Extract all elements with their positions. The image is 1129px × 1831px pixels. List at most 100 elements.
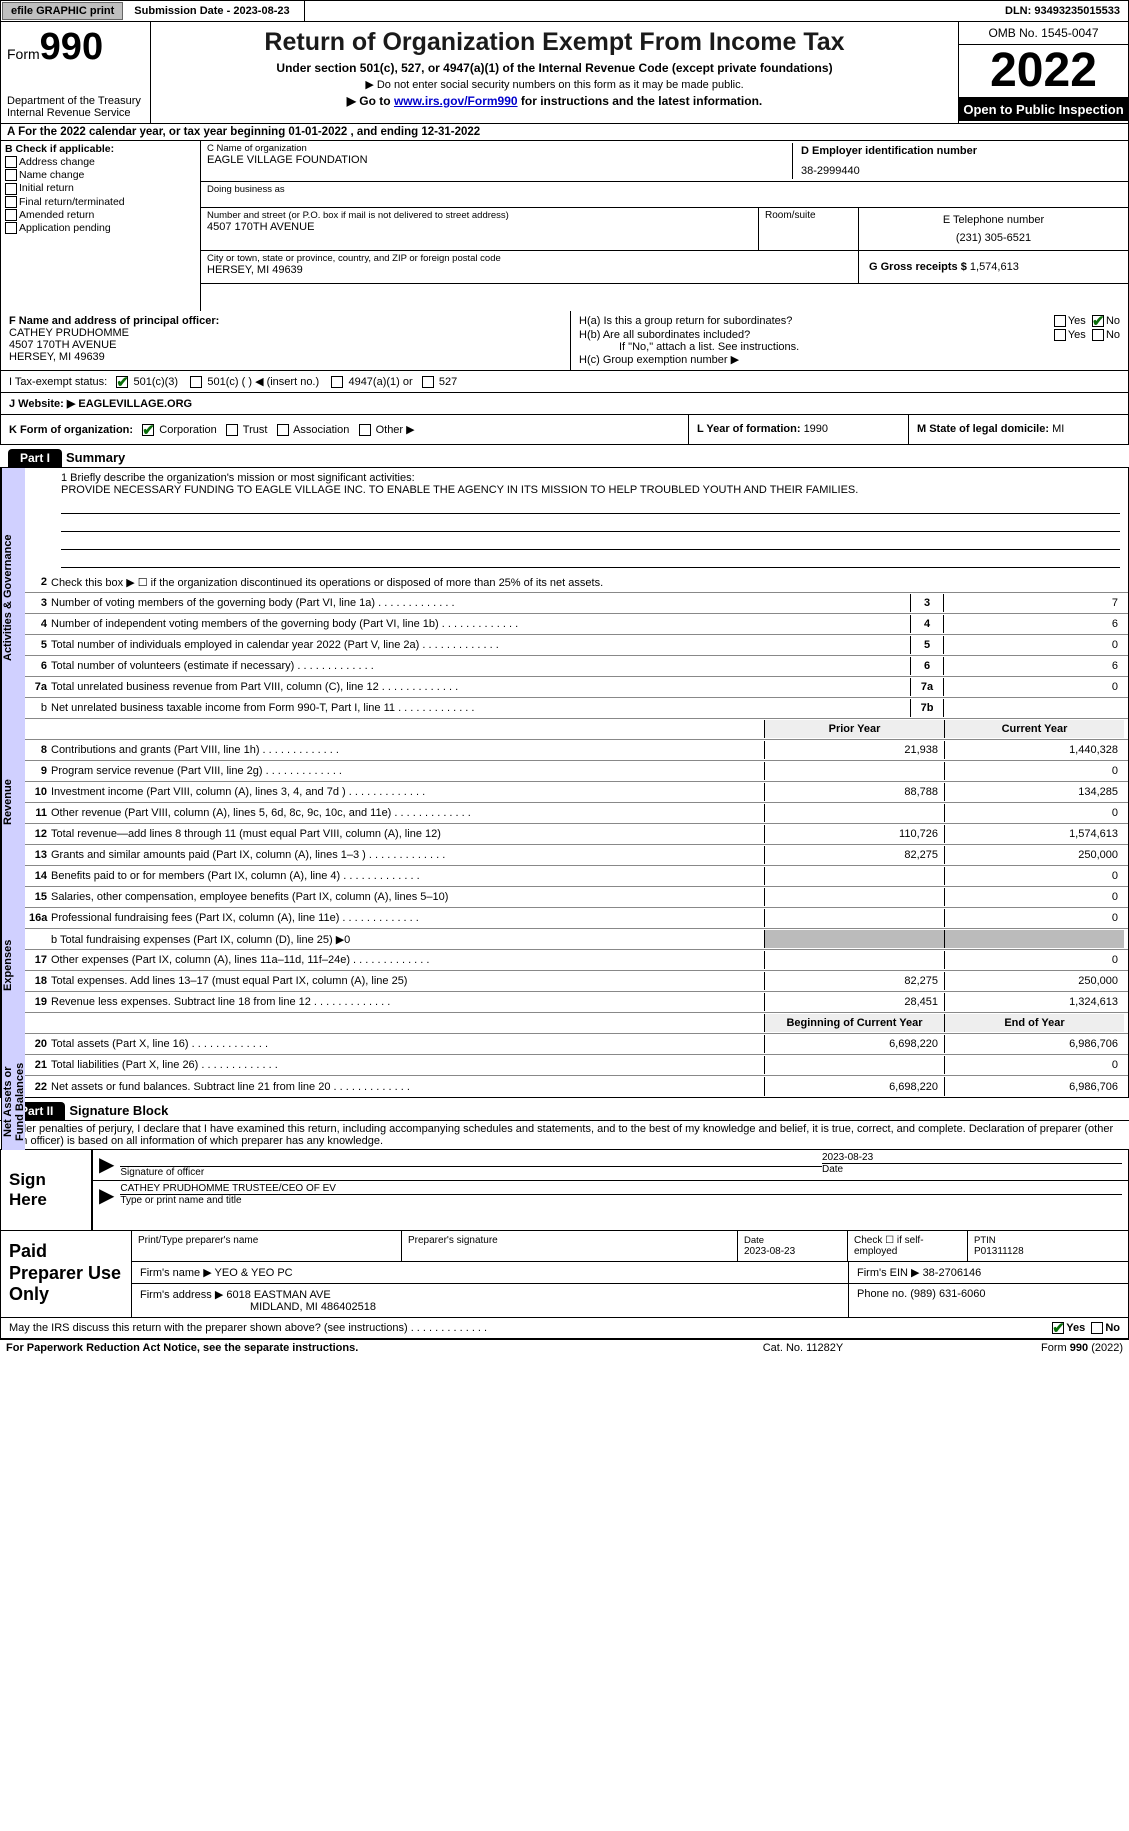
line17-curr: 0 [944, 951, 1124, 969]
part2-title: Signature Block [69, 1103, 168, 1118]
firm-addr2: MIDLAND, MI 486402518 [250, 1301, 376, 1313]
line15-prior [764, 888, 944, 906]
discuss-yes[interactable] [1052, 1322, 1064, 1334]
paperwork-notice: For Paperwork Reduction Act Notice, see … [6, 1342, 703, 1354]
hb-label: H(b) Are all subordinates included? [579, 329, 1054, 341]
firm-phone-label: Phone no. [857, 1288, 910, 1300]
line6-desc: Total number of volunteers (estimate if … [51, 660, 910, 672]
line9-prior [764, 762, 944, 780]
signature-declaration: Under penalties of perjury, I declare th… [0, 1120, 1129, 1149]
year-formation: L Year of formation: 1990 [688, 415, 908, 444]
dba-label: Doing business as [207, 184, 1122, 195]
discuss-no[interactable] [1091, 1322, 1103, 1334]
line19-prior: 28,451 [764, 993, 944, 1011]
sig-date-label: Date [822, 1163, 1122, 1175]
prep-selfemp: Check ☐ if self-employed [848, 1231, 968, 1261]
line6-val: 6 [944, 657, 1124, 675]
line13-curr: 250,000 [944, 846, 1124, 864]
prep-date-label: Date [744, 1235, 764, 1246]
discuss-question: May the IRS discuss this return with the… [9, 1322, 1052, 1334]
hb-yes[interactable] [1054, 329, 1066, 341]
hc-label: H(c) Group exemption number ▶ [579, 353, 1120, 366]
line12-prior: 110,726 [764, 825, 944, 843]
chk-4947[interactable] [331, 376, 343, 388]
chk-final-return[interactable]: Final return/terminated [5, 196, 196, 208]
prior-year-hdr: Prior Year [764, 720, 944, 738]
chk-corp[interactable] [142, 424, 154, 436]
ha-no[interactable] [1092, 315, 1104, 327]
vtab-expenses: Expenses [1, 876, 25, 1054]
line12-desc: Total revenue—add lines 8 through 11 (mu… [51, 828, 764, 840]
firm-ein-label: Firm's EIN ▶ [857, 1267, 923, 1279]
chk-address-change[interactable]: Address change [5, 156, 196, 168]
tax-year: 2022 [959, 45, 1128, 98]
line22-desc: Net assets or fund balances. Subtract li… [51, 1081, 764, 1093]
form-title: Return of Organization Exempt From Incom… [161, 28, 948, 57]
chk-assoc[interactable] [277, 424, 289, 436]
irs-link[interactable]: www.irs.gov/Form990 [394, 94, 518, 108]
chk-trust[interactable] [226, 424, 238, 436]
line2: Check this box ▶ ☐ if the organization d… [51, 576, 1124, 589]
line3-desc: Number of voting members of the governin… [51, 597, 910, 609]
line10-curr: 134,285 [944, 783, 1124, 801]
chk-501c[interactable] [190, 376, 202, 388]
subtitle2: ▶ Do not enter social security numbers o… [161, 78, 948, 91]
chk-initial-return[interactable]: Initial return [5, 182, 196, 194]
gross-receipts: G Gross receipts $ 1,574,613 [858, 251, 1128, 284]
chk-name-change[interactable]: Name change [5, 169, 196, 181]
phone-value: (231) 305-6521 [869, 232, 1118, 244]
prep-date: 2023-08-23 [744, 1246, 795, 1257]
efile-print-button[interactable]: efile GRAPHIC print [2, 2, 123, 20]
officer-name: CATHEY PRUDHOMME [9, 327, 562, 339]
city-label: City or town, state or province, country… [207, 253, 852, 264]
line21-end: 0 [944, 1056, 1124, 1074]
dln: DLN: 93493235015533 [997, 3, 1128, 19]
hb-note: If "No," attach a list. See instructions… [619, 341, 1120, 353]
chk-app-pending[interactable]: Application pending [5, 222, 196, 234]
line18-desc: Total expenses. Add lines 13–17 (must eq… [51, 975, 764, 987]
ptin-value: P01311128 [974, 1246, 1024, 1257]
line9-curr: 0 [944, 762, 1124, 780]
line11-prior [764, 804, 944, 822]
mission-label: 1 Briefly describe the organization's mi… [61, 472, 1120, 484]
line15-desc: Salaries, other compensation, employee b… [51, 891, 764, 903]
form-number: Form990 [7, 26, 144, 69]
line15-curr: 0 [944, 888, 1124, 906]
chk-amended[interactable]: Amended return [5, 209, 196, 221]
line20-desc: Total assets (Part X, line 16) [51, 1038, 764, 1050]
line7b-desc: Net unrelated business taxable income fr… [51, 702, 910, 714]
part1-header: Part I [8, 449, 62, 467]
line11-desc: Other revenue (Part VIII, column (A), li… [51, 807, 764, 819]
line16a-desc: Professional fundraising fees (Part IX, … [51, 912, 764, 924]
line21-begin [764, 1056, 944, 1074]
omb-number: OMB No. 1545-0047 [959, 22, 1128, 45]
vtab-netassets: Net Assets or Fund Balances [1, 1054, 25, 1150]
form-footer: Form 990 (2022) [903, 1342, 1123, 1354]
state-domicile: M State of legal domicile: MI [908, 415, 1128, 444]
firm-phone: (989) 631-6060 [910, 1288, 985, 1300]
line16b: b Total fundraising expenses (Part IX, c… [51, 933, 764, 946]
part1-title: Summary [66, 450, 125, 465]
line4-desc: Number of independent voting members of … [51, 618, 910, 630]
line19-desc: Revenue less expenses. Subtract line 18 … [51, 996, 764, 1008]
ha-yes[interactable] [1054, 315, 1066, 327]
arrow-icon: ▶ [99, 1183, 114, 1208]
paid-preparer-label: Paid Preparer Use Only [1, 1231, 131, 1317]
open-to-public: Open to Public Inspection [959, 98, 1128, 121]
line9-desc: Program service revenue (Part VIII, line… [51, 765, 764, 777]
line4-val: 6 [944, 615, 1124, 633]
line16a-prior [764, 909, 944, 927]
line7a-desc: Total unrelated business revenue from Pa… [51, 681, 910, 693]
chk-501c3[interactable] [116, 376, 128, 388]
cat-no: Cat. No. 11282Y [703, 1342, 903, 1354]
line14-prior [764, 867, 944, 885]
phone-label: E Telephone number [869, 214, 1118, 226]
street-value: 4507 170TH AVENUE [207, 221, 752, 233]
line5-desc: Total number of individuals employed in … [51, 639, 910, 651]
chk-527[interactable] [422, 376, 434, 388]
hb-no[interactable] [1092, 329, 1104, 341]
end-year-hdr: End of Year [944, 1014, 1124, 1032]
line20-begin: 6,698,220 [764, 1035, 944, 1053]
chk-other[interactable] [359, 424, 371, 436]
block-b-header: B Check if applicable: [5, 143, 196, 155]
